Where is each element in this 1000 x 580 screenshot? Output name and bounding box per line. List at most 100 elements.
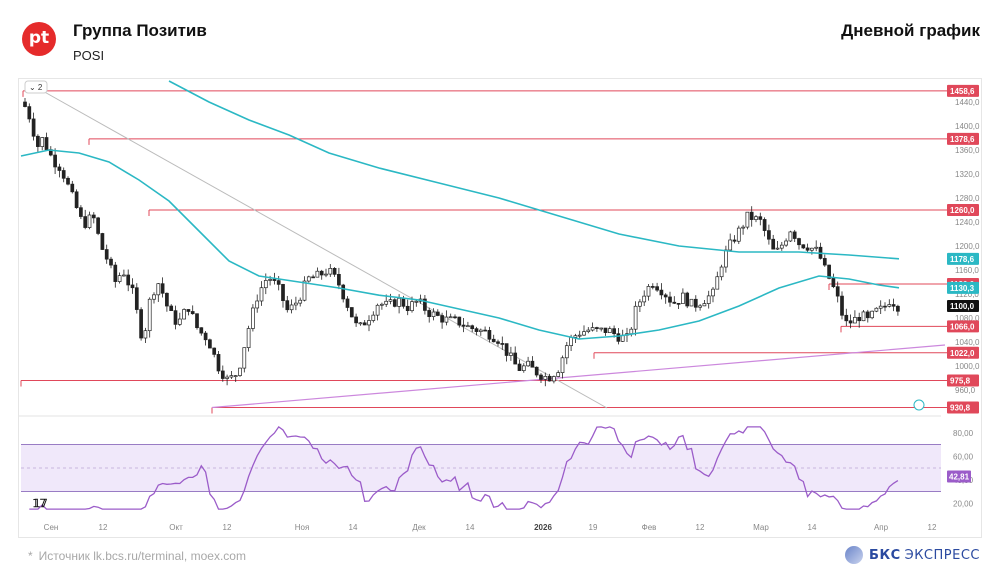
candle-up [702, 303, 707, 307]
candle-up [410, 301, 414, 312]
candle-up [810, 247, 814, 251]
candle-down [603, 327, 608, 333]
candle-down [470, 325, 475, 330]
candle-down [891, 304, 896, 307]
candle-down [104, 249, 109, 260]
candle-down [272, 279, 277, 281]
price-level-badge [947, 346, 979, 359]
candle-up [638, 301, 642, 307]
chart-period: Дневной график [841, 21, 980, 40]
candle-up [177, 318, 182, 325]
candle-up [724, 249, 728, 268]
candle-up [380, 303, 384, 306]
candle-down [483, 329, 487, 332]
candle-down [771, 238, 776, 250]
candle-down [491, 338, 496, 343]
candle-down [203, 332, 208, 341]
candle-up [689, 298, 694, 307]
candle-up [560, 357, 565, 373]
x-axis-label: Сен [44, 523, 59, 532]
candle-down [685, 292, 690, 307]
x-axis-label: 19 [589, 523, 598, 532]
source-note: * Источник lk.bcs.ru/terminal, moex.com [28, 549, 246, 563]
x-axis-label: 12 [696, 523, 705, 532]
candle-down [474, 328, 479, 332]
candle-down [758, 216, 763, 220]
candle-down [612, 328, 616, 335]
candle-down [672, 301, 677, 304]
alert-icon [913, 399, 925, 411]
x-axis-label: 12 [928, 523, 937, 532]
candle-up [784, 240, 788, 246]
candle-up [255, 300, 260, 309]
candle-down [208, 339, 212, 349]
candle-up [521, 365, 526, 371]
rsi-tick-label: 80,00 [953, 429, 974, 438]
candle-down [427, 310, 432, 317]
x-axis-label: Ноя [295, 523, 310, 532]
candle-down [100, 233, 105, 250]
x-axis-label: 12 [223, 523, 232, 532]
ticker-symbol: POSI [73, 48, 105, 63]
candle-up [569, 337, 573, 347]
candle-up [388, 299, 393, 302]
price-level-badge [947, 204, 979, 216]
price-tick-label: 1280,0 [955, 194, 980, 203]
rsi-last-badge [947, 470, 971, 483]
price-tick-label: 1080,0 [955, 314, 980, 323]
candle-up [263, 280, 268, 289]
candle-down [513, 352, 518, 365]
x-axis-label: Фев [642, 523, 657, 532]
candle-up [719, 266, 724, 278]
candle-down [668, 296, 672, 303]
candle-down [423, 298, 427, 311]
candle-down [865, 311, 870, 319]
indicator-toggle-label: ⌄ 2 [29, 83, 43, 92]
candle-up [478, 329, 483, 332]
candle-up [117, 275, 122, 282]
candle-down [835, 286, 840, 297]
candle-up [156, 283, 161, 296]
candle-up [509, 352, 513, 356]
candle-up [646, 286, 651, 297]
candle-up [466, 325, 470, 328]
footnote-star: * [28, 549, 33, 563]
price-tick-label: 1120,0 [955, 290, 979, 299]
rsi-tick-label: 20,00 [953, 499, 974, 508]
candle-down [801, 244, 806, 249]
candle-down [281, 284, 285, 301]
price-tick-label: 1360,0 [955, 146, 980, 155]
candle-down [276, 280, 281, 285]
candle-up [706, 295, 711, 304]
candle-up [251, 307, 255, 329]
candle-up [87, 214, 92, 228]
candle-down [23, 101, 27, 107]
candle-down [595, 327, 599, 329]
x-axis-label: Окт [169, 523, 183, 532]
candle-up [779, 244, 784, 249]
support-trendline [211, 344, 946, 409]
price-chart[interactable]: 1440,0 1400,0 1360,0 1320,0 1280,0 1240,0 1200… [19, 79, 981, 537]
chart-panel[interactable]: 1440,0 1400,0 1360,0 1320,0 1280,0 1240,0 1200… [18, 78, 982, 538]
candle-down [66, 177, 70, 185]
candle-down [285, 300, 290, 311]
candle-up [289, 304, 294, 311]
candle-down [767, 230, 771, 240]
candle-down [44, 137, 49, 150]
candle-up [745, 211, 750, 228]
candle-down [547, 376, 552, 382]
candle-up [259, 287, 264, 302]
rsi-line [29, 425, 899, 510]
last-price-badge [947, 300, 979, 312]
candle-up [642, 295, 647, 303]
candle-down [354, 316, 358, 324]
candle-down [805, 247, 810, 251]
candle-up [143, 330, 148, 339]
last-price-label: 1100,0 [950, 302, 975, 311]
candle-up [367, 320, 371, 326]
candle-up [414, 300, 419, 303]
price-tick-label: 1440,0 [955, 98, 980, 107]
candle-up [878, 305, 883, 309]
candle-up [147, 298, 152, 332]
candle-down [659, 289, 664, 296]
